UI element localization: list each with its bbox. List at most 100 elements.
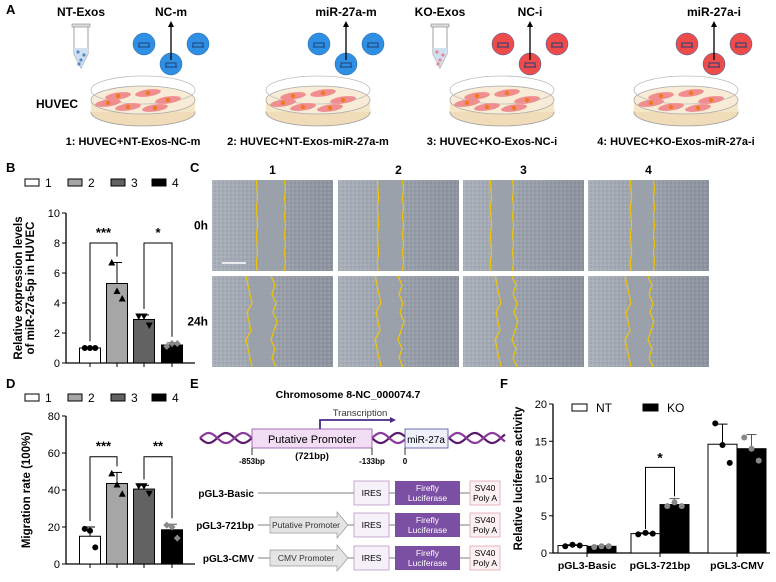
- legend-swatch: [642, 403, 659, 412]
- panel-label-a: A: [6, 2, 16, 17]
- y-tick-label: 20: [48, 522, 60, 534]
- data-point: [173, 534, 181, 542]
- ires-label: IRES: [362, 553, 382, 563]
- y-tick-label: 10: [48, 208, 60, 220]
- y-axis-label: Relative luciferase activity: [513, 406, 525, 550]
- data-point: [168, 340, 176, 347]
- legend-swatch: [110, 393, 126, 402]
- wound-area: [631, 180, 654, 271]
- significance-label: ***: [96, 439, 112, 454]
- arrowhead: [527, 21, 533, 27]
- y-tick-label: 20: [535, 399, 547, 411]
- cell-nucleus: [340, 97, 346, 103]
- exosome-vesicle-icon: [132, 32, 156, 56]
- bar: [659, 504, 690, 554]
- data-point: [140, 313, 148, 320]
- micrograph-24h-1: [212, 275, 333, 368]
- transcription-arrow-icon: [319, 419, 392, 429]
- rna-cargo-icon: [497, 42, 509, 48]
- data-point: [113, 287, 121, 294]
- bar: [79, 535, 101, 565]
- promoter-length-label: (721bp): [295, 451, 329, 462]
- data-point: [562, 543, 569, 550]
- wound-area: [249, 276, 274, 367]
- chart-F: 0 5 10 15 20 Relative luciferase activity pGL3…: [513, 399, 770, 572]
- bar: [707, 443, 738, 554]
- panel-label-c: C: [190, 160, 200, 175]
- wound-edge-left: [245, 275, 253, 368]
- tube-exosome-dot: [441, 53, 445, 57]
- cell-nucleus: [524, 97, 530, 103]
- rna-cargo-icon: [708, 62, 720, 68]
- exosome-source-label: NT-Exos: [57, 5, 105, 19]
- x-tick-label: pGL3-CMV: [710, 560, 764, 572]
- y-tick-label: 0: [54, 559, 60, 571]
- cell-nucleus: [484, 104, 490, 110]
- wound-edge-left: [489, 179, 493, 272]
- dish-lid: [265, 75, 371, 105]
- bar: [161, 529, 183, 565]
- cell-nucleus: [145, 90, 151, 96]
- ires-box: [353, 545, 390, 571]
- y-axis-label: of miR-27a-5p in HUVEC: [25, 222, 37, 355]
- micrograph-24h-4: [588, 275, 709, 368]
- significance-label: ***: [96, 225, 112, 240]
- cell-nucleus: [658, 93, 664, 99]
- data-point: [145, 322, 153, 329]
- tube-exosome-dot: [435, 50, 439, 54]
- data-point: [642, 529, 649, 536]
- data-point: [719, 441, 726, 448]
- wound-edge-right: [511, 179, 515, 272]
- data-point: [92, 544, 99, 551]
- y-tick-label: 8: [54, 238, 60, 250]
- tube-exosome-dot: [82, 53, 86, 57]
- legend-label: 4: [172, 176, 179, 190]
- treatment-group-2: miR-27a-m 2: HUVEC+NT-Exos-miR-27a-m: [227, 5, 389, 148]
- legend-label: 2: [88, 391, 95, 405]
- column-label: 1: [269, 163, 276, 177]
- wound-edge-right: [652, 179, 656, 272]
- treatment-label: miR-27a-i: [687, 5, 741, 19]
- x-tick-label: pGL3-721bp: [630, 560, 691, 572]
- polya-label: Poly A: [473, 558, 497, 568]
- data-point: [576, 542, 583, 549]
- significance-bracket: [143, 456, 173, 519]
- tube-exosome-dot: [79, 58, 83, 62]
- cell-nucleus: [511, 105, 517, 111]
- bar-group-4: [161, 521, 183, 565]
- data-point: [605, 543, 612, 550]
- data-point: [81, 345, 88, 351]
- rna-cargo-icon: [367, 42, 379, 48]
- significance-bracket: [143, 242, 173, 337]
- rna-cargo-icon: [138, 42, 150, 48]
- cell-nucleus: [708, 97, 714, 103]
- promoter-arrow-icon: [269, 511, 349, 539]
- legend-label: 3: [131, 176, 138, 190]
- cell-nucleus: [695, 105, 701, 111]
- panel-label-f: F: [500, 376, 508, 391]
- wound-area: [378, 276, 401, 367]
- data-point: [87, 527, 93, 534]
- row-label: 0h: [194, 219, 208, 233]
- exosome-vesicle-icon: [491, 32, 515, 56]
- position-label: -853bp: [239, 457, 265, 466]
- construct-name: pGL3-Basic: [198, 489, 254, 500]
- ires-label: IRES: [362, 488, 382, 498]
- micrograph-24h-2: [338, 275, 459, 368]
- bar-KO-pGL3-721bp: [659, 498, 690, 554]
- huvec-row-label: HUVEC: [36, 97, 78, 111]
- wound-area: [628, 276, 651, 367]
- cell-nucleus: [648, 100, 654, 106]
- legend-swatch: [571, 403, 588, 412]
- tube-cap: [430, 23, 450, 28]
- data-point: [569, 541, 576, 548]
- panel-a-schematic: HUVEC NC-m 1: HUVEC+NT-Exos-NC-m NT-Exos mi…: [36, 5, 755, 148]
- arrowhead: [343, 21, 349, 27]
- cell-nucleus: [125, 104, 131, 110]
- firefly-luciferase-box: [395, 481, 460, 505]
- data-point: [163, 343, 171, 350]
- wound-edge-left: [494, 275, 502, 368]
- bar-NT-pGL3-721bp: [630, 529, 661, 554]
